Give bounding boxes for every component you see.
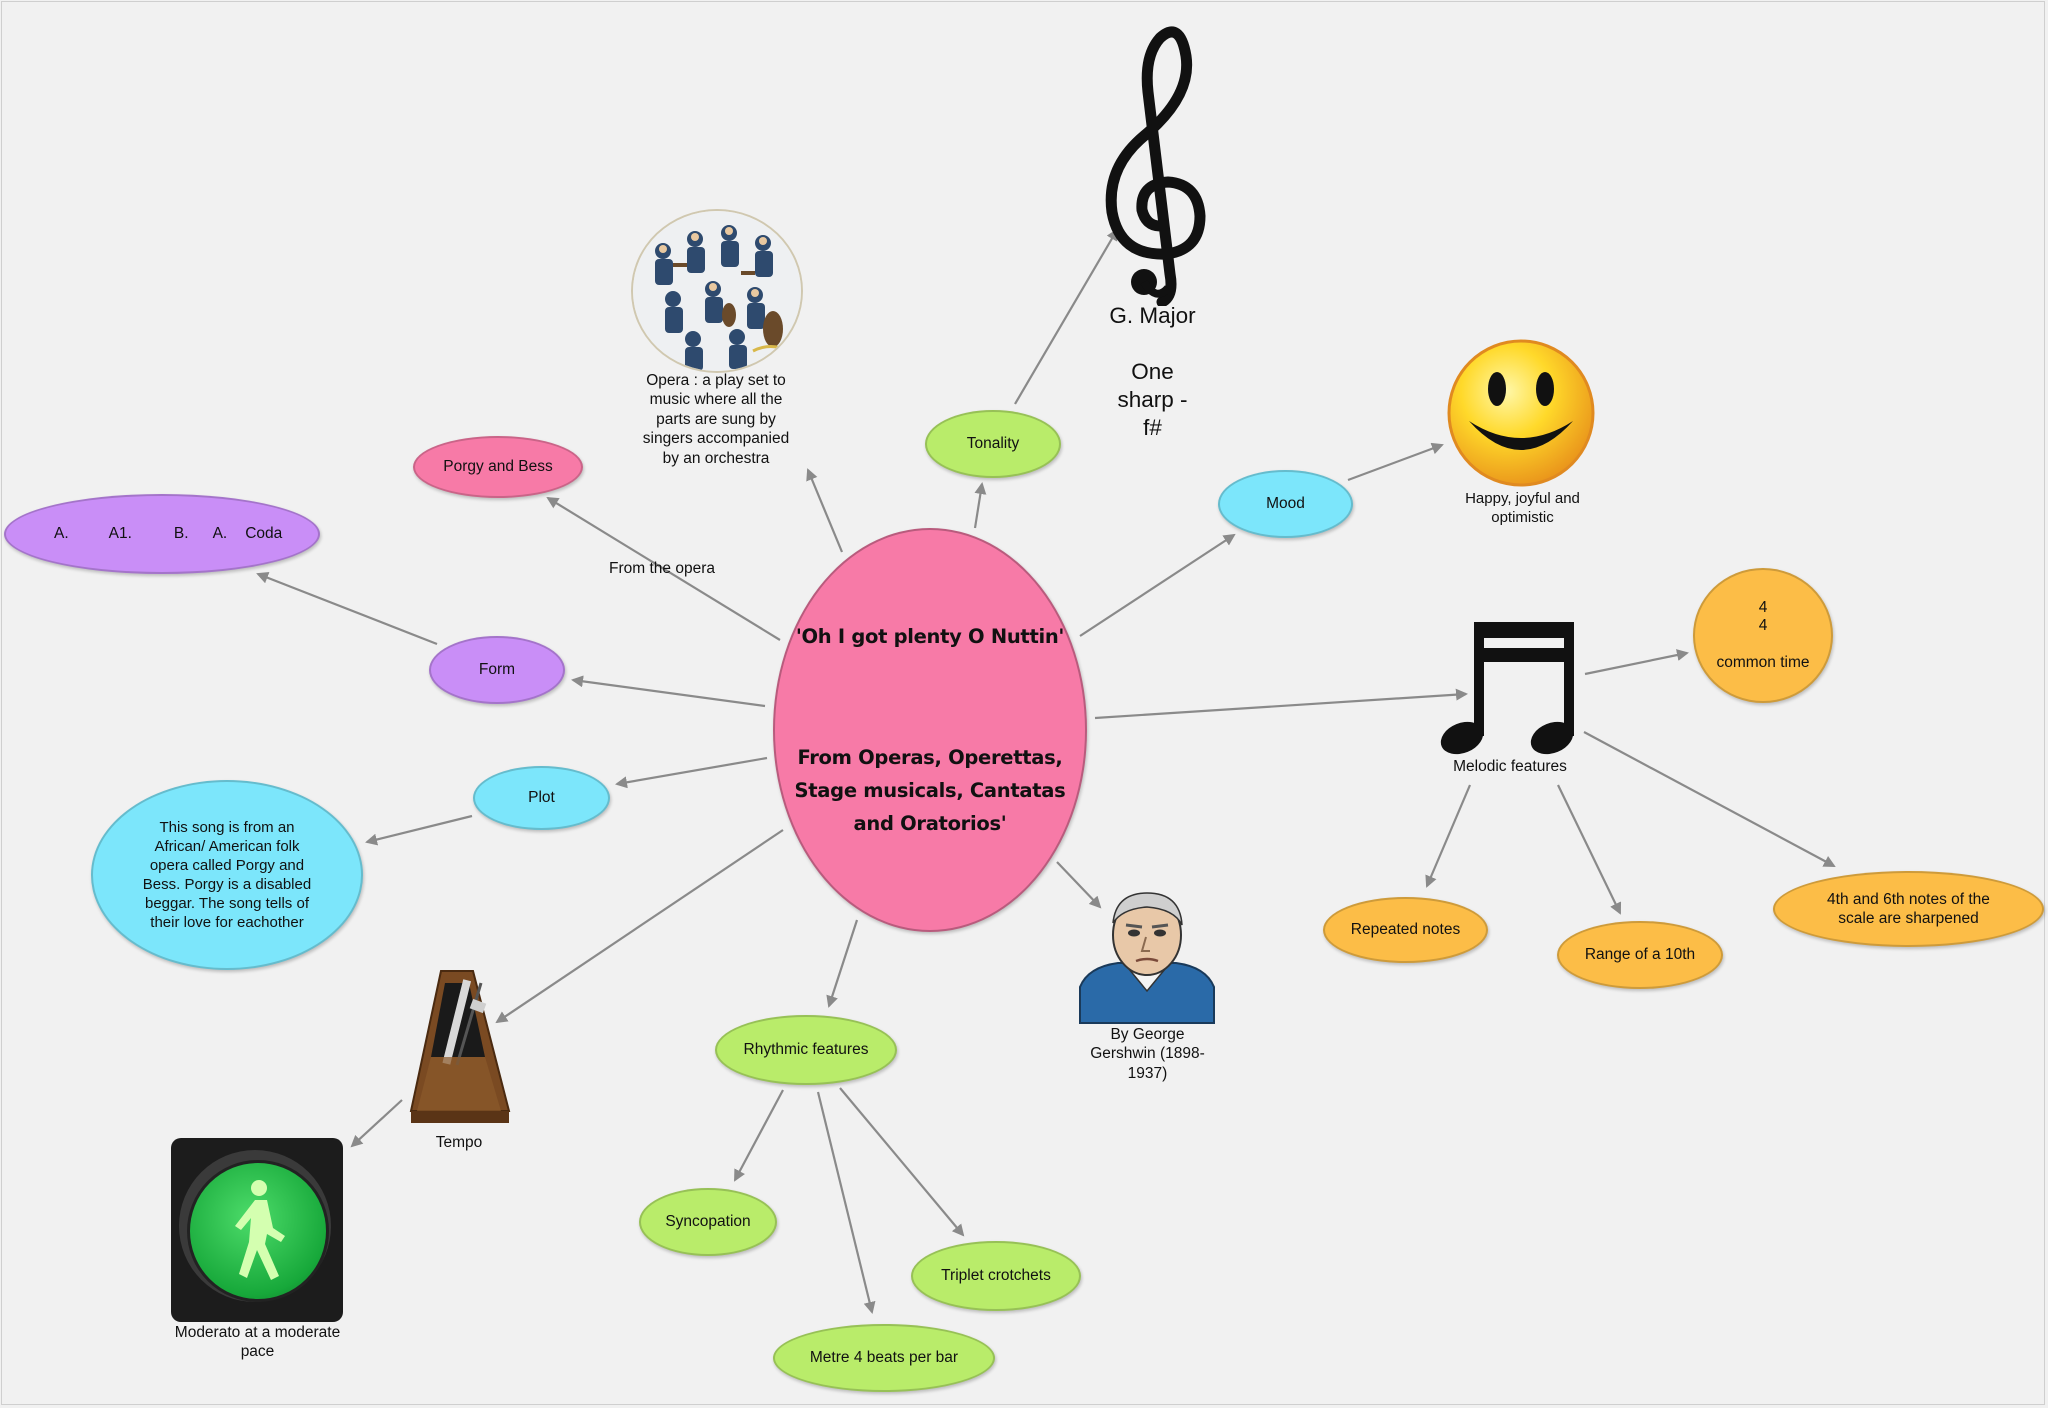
tonality-node[interactable]: Tonality (925, 410, 1061, 478)
key-signature: One sharp - f# (1117, 359, 1188, 441)
metre-node[interactable]: Metre 4 beats per bar (773, 1324, 995, 1392)
porgy-and-bess-node[interactable]: Porgy and Bess (413, 436, 583, 498)
triplet-label: Triplet crotchets (941, 1267, 1051, 1285)
common-time-node[interactable]: 4 4 common time (1693, 568, 1833, 703)
arrow-melodic-to-range (1557, 784, 1622, 915)
from-opera-label: From the opera (609, 560, 715, 577)
mood-node[interactable]: Mood (1218, 470, 1353, 538)
sharpened-notes-node[interactable]: 4th and 6th notes of the scale are sharp… (1773, 871, 2044, 947)
central-subtitle: From Operas, Operettas, Stage musicals, … (794, 746, 1066, 836)
walk-signal-icon (171, 1138, 343, 1322)
arrow-melodic-to-time (1584, 649, 1689, 676)
arrow-to-melodic (1094, 688, 1468, 720)
form-label: Form (478, 661, 516, 679)
arrow-to-porgy (546, 496, 781, 641)
arrow-plot-to-desc (365, 814, 473, 846)
arrow-to-composer (1056, 861, 1102, 909)
repeated-notes-label: Repeated notes (1350, 921, 1461, 939)
rhythmic-features-label: Rhythmic features (743, 1041, 869, 1059)
key-label: G. Major (1109, 303, 1196, 328)
metronome-icon (409, 970, 511, 1123)
rhythmic-features-node[interactable]: Rhythmic features (715, 1015, 897, 1085)
arrow-tonality-to-clef (1014, 228, 1119, 405)
form-section-2: A1. (108, 525, 132, 543)
plot-description-node[interactable]: This song is from an African/ American f… (91, 780, 363, 970)
smiley-icon (1447, 339, 1595, 487)
melodic-features-label: Melodic features (1453, 758, 1567, 775)
common-time-label: common time (1716, 653, 1810, 671)
form-section-1: A. (54, 525, 69, 543)
central-topic[interactable]: 'Oh I got plenty O Nuttin' From Operas, … (773, 528, 1087, 932)
tonality-label: Tonality (966, 435, 1020, 453)
arrow-form-to-sections (256, 572, 438, 646)
composer-label: By George Gershwin (1898- 1937) (1090, 1026, 1205, 1082)
arrow-to-plot (615, 756, 768, 789)
mood-label: Mood (1266, 495, 1305, 513)
syncopation-node[interactable]: Syncopation (639, 1188, 777, 1256)
form-section-3: B. (173, 525, 189, 543)
tempo-label: Tempo (435, 1134, 483, 1151)
form-section-4: A. (212, 525, 228, 543)
treble-clef-icon (1105, 26, 1206, 306)
opera-definition: Opera : a play set to music where all th… (642, 372, 790, 467)
plot-label: Plot (528, 789, 555, 807)
arrow-to-form (571, 675, 766, 708)
range-node[interactable]: Range of a 10th (1557, 921, 1723, 989)
metre-label: Metre 4 beats per bar (809, 1349, 959, 1367)
arrow-rhythmic-to-triplet (839, 1087, 965, 1237)
arrow-to-tonality (973, 482, 987, 529)
plot-node[interactable]: Plot (473, 766, 610, 830)
repeated-notes-node[interactable]: Repeated notes (1323, 897, 1488, 963)
form-node[interactable]: Form (429, 636, 565, 704)
arrow-melodic-to-repeated (1425, 784, 1472, 888)
arrow-rhythmic-to-metre (816, 1091, 876, 1314)
tempo-description: Moderato at a moderate pace (174, 1324, 341, 1361)
central-title: 'Oh I got plenty O Nuttin' (795, 624, 1065, 648)
arrow-to-metronome (495, 829, 784, 1024)
sharpened-notes-label: 4th and 6th notes of the scale are sharp… (1827, 890, 1990, 927)
composer-portrait (1079, 892, 1215, 1024)
time-signature-top: 4 (1758, 598, 1768, 616)
form-sections-node[interactable]: A. A1. B. A. Coda (4, 494, 320, 574)
arrow-melodic-to-sharpened (1583, 731, 1836, 867)
syncopation-label: Syncopation (665, 1213, 751, 1231)
arrow-to-opera (806, 468, 844, 553)
orchestra-image (631, 209, 803, 373)
arrow-mood-to-smiley (1347, 442, 1444, 482)
form-section-5: Coda (245, 525, 283, 543)
time-signature-bottom: 4 (1758, 617, 1768, 635)
range-label: Range of a 10th (1584, 946, 1696, 964)
plot-description: This song is from an African/ American f… (142, 818, 312, 932)
porgy-and-bess-label: Porgy and Bess (443, 458, 553, 476)
arrow-rhythmic-to-syncopation (734, 1089, 784, 1182)
triplet-node[interactable]: Triplet crotchets (911, 1241, 1081, 1311)
arrow-to-mood (1079, 533, 1236, 637)
arrow-to-rhythmic (826, 919, 859, 1008)
arrow-metronome-to-signal (350, 1099, 403, 1148)
music-notes-icon (1440, 622, 1574, 755)
mood-description: Happy, joyful and optimistic (1465, 490, 1580, 526)
